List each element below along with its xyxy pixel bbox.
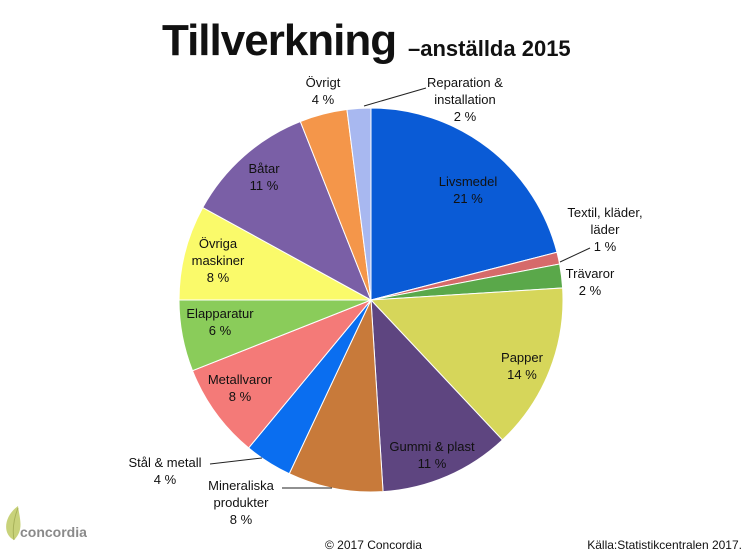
slice-label: Textil, kläder, läder 1 % [567,205,642,254]
pie-slice [370,107,558,301]
logo-text: concordia [20,524,87,540]
leader-line [209,457,263,465]
pie-slice [369,287,564,441]
slice-label: Övriga maskiner 8 % [192,236,245,285]
chart-title: Tillverkning [162,16,397,65]
slice-label: Trävaror 2 % [566,266,615,298]
slice-label: Papper 14 % [501,350,544,382]
slice-label: Båtar 11 % [248,161,280,193]
slice-label: Övrigt 4 % [306,75,341,107]
chart-subtitle: –anställda 2015 [408,36,571,61]
leaf-logo-icon [6,506,21,541]
slice-label: Stål & metall 4 % [129,455,202,487]
pie-slice [191,299,372,449]
copyright-text: © 2017 Concordia [325,538,422,552]
slice-label: Reparation & installation 2 % [427,75,503,124]
slice-label: Gummi & plast 11 % [389,439,475,471]
leader-line [559,247,591,263]
slice-label: Mineraliska produkter 8 % [208,478,275,527]
pie-slice [346,107,372,301]
slice-label: Livsmedel 21 % [439,174,498,206]
slice-label: Metallvaror 8 % [208,372,273,404]
leader-line [363,87,427,107]
pie-slice [370,298,504,493]
source-text: Källa:Statistikcentralen 2017. [587,538,742,552]
slice-label: Elapparatur 6 % [186,306,254,338]
pie-slice [202,120,372,302]
pie-slice [178,206,372,301]
pie-slice [288,299,384,493]
